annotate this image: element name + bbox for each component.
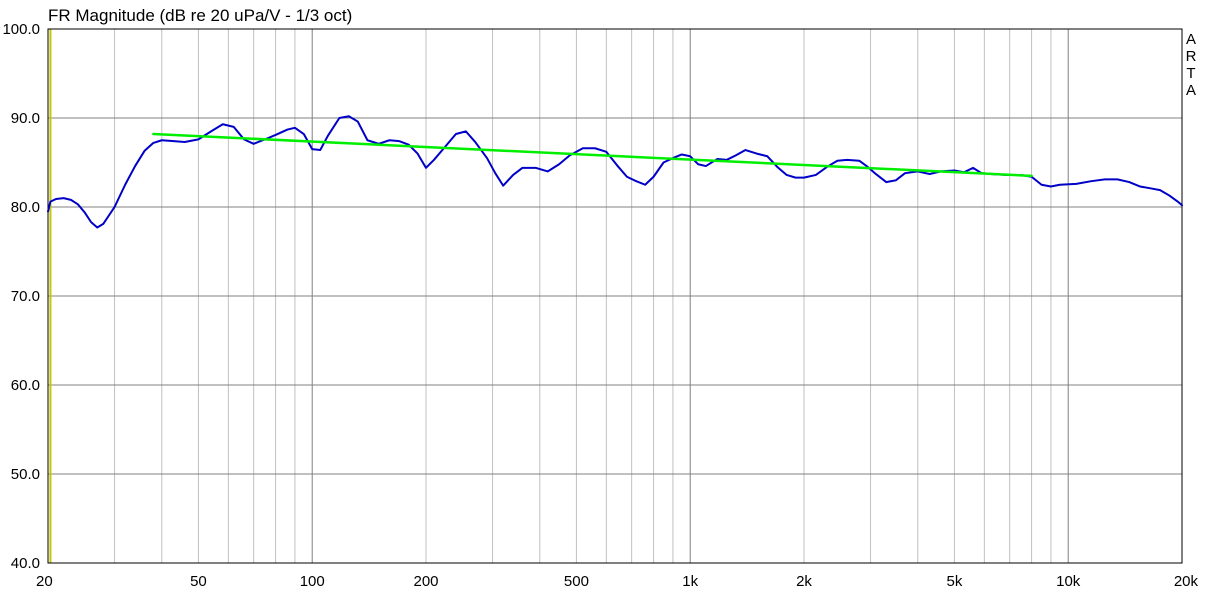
series-group <box>47 115 1183 229</box>
y-tick-label: 80.0 <box>11 199 40 216</box>
y-tick-label: 50.0 <box>11 466 40 483</box>
y-tick-labels: 40.0 50.0 60.0 70.0 80.0 90.0 100.0 <box>2 21 40 572</box>
arta-brand-letter: A <box>1186 31 1196 48</box>
x-tick-label: 500 <box>564 573 589 590</box>
response-curve <box>47 115 1183 229</box>
y-tick-label: 60.0 <box>11 377 40 394</box>
arta-brand-letter: T <box>1186 65 1195 82</box>
y-tick-label: 100.0 <box>2 21 40 38</box>
x-tick-label: 5k <box>946 573 962 590</box>
x-tick-label: 1k <box>682 573 698 590</box>
y-tick-label: 40.0 <box>11 555 40 572</box>
x-tick-label: 20k <box>1174 573 1199 590</box>
y-tick-label: 70.0 <box>11 288 40 305</box>
y-tick-label: 90.0 <box>11 110 40 127</box>
arta-brand-letter: A <box>1186 82 1196 99</box>
arta-brand-letter: R <box>1186 48 1197 65</box>
x-tick-label: 20 <box>36 573 53 590</box>
x-tick-label: 200 <box>413 573 438 590</box>
grid <box>48 29 1182 563</box>
x-tick-labels: 20 50 100 200 500 1k 2k 5k 10k 20k <box>36 573 1198 590</box>
x-tick-label: 2k <box>796 573 812 590</box>
x-tick-label: 10k <box>1056 573 1081 590</box>
trend-line <box>152 132 1033 178</box>
x-tick-label: 50 <box>190 573 207 590</box>
chart-title: FR Magnitude (dB re 20 uPa/V - 1/3 oct) <box>48 6 352 25</box>
x-tick-label: 100 <box>300 573 325 590</box>
plot-frame <box>47 28 1183 564</box>
